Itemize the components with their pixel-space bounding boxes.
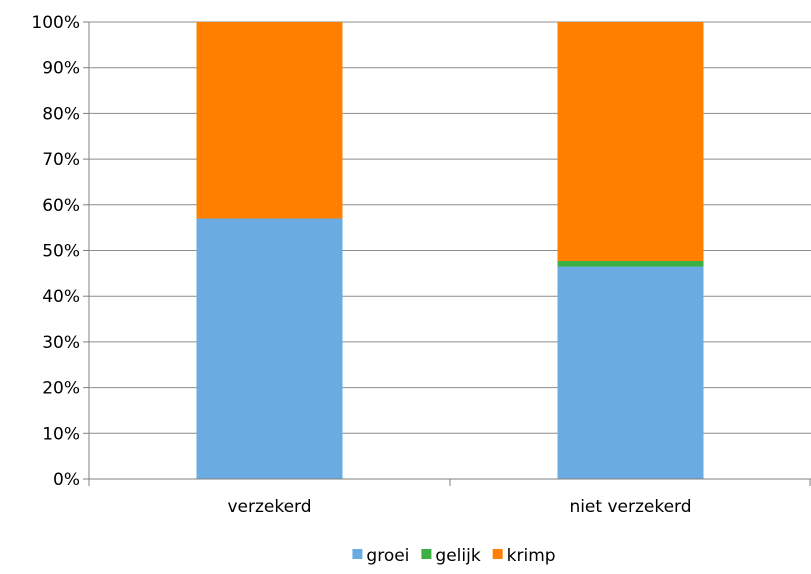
y-tick-label: 100%: [31, 13, 80, 33]
x-tick-label: niet verzekerd: [569, 497, 691, 517]
y-tick-label: 10%: [42, 424, 80, 444]
y-axis-tick-labels: 0% 10% 20% 30% 40% 50% 60% 70% 80% 90% 100%: [31, 13, 80, 490]
y-tick-label: 90%: [42, 59, 80, 79]
y-tick-label: 50%: [42, 242, 80, 262]
y-tick-label: 20%: [42, 379, 80, 399]
bar-segment-krimp: [196, 22, 343, 219]
legend-swatch-krimp: [492, 549, 503, 559]
y-tick-label: 30%: [42, 333, 80, 353]
y-tick-label: 70%: [42, 150, 80, 170]
bar-segment-groei: [557, 266, 704, 479]
legend-label-krimp: krimp: [507, 546, 556, 566]
legend-label-gelijk: gelijk: [435, 546, 480, 566]
y-tick-label: 40%: [42, 287, 80, 307]
axes: [83, 21, 811, 486]
bar-segment-gelijk: [557, 261, 704, 267]
legend-swatch-groei: [352, 549, 363, 559]
bars: [196, 22, 704, 479]
x-axis-tick-labels: verzekerd niet verzekerd: [227, 497, 691, 517]
y-tick-label: 0%: [53, 470, 80, 490]
legend: groei gelijk krimp: [352, 546, 556, 566]
y-tick-label: 60%: [42, 196, 80, 216]
legend-item-gelijk: gelijk: [421, 546, 481, 566]
bar-segment-groei: [196, 218, 343, 479]
x-tick-label: verzekerd: [227, 497, 311, 517]
legend-label-groei: groei: [366, 546, 409, 566]
legend-item-krimp: krimp: [492, 546, 556, 566]
bar-segment-krimp: [557, 22, 704, 262]
legend-item-groei: groei: [352, 546, 409, 566]
y-tick-label: 80%: [42, 104, 80, 124]
legend-swatch-gelijk: [421, 549, 432, 559]
